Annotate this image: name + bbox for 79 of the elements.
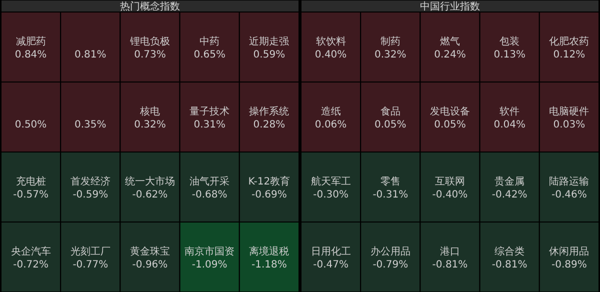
data-label: -0.68% [192,190,228,200]
category-label: 光刻工厂 [70,246,110,258]
data-label: -0.59% [72,190,108,200]
category-label: 近期走强 [249,36,290,48]
category-label: 核电 [139,106,160,118]
data-label: 0.05% [434,120,466,130]
category-label: 统一大市场 [125,176,175,188]
data-label: -0.72% [13,260,48,270]
category-label: 航天军工 [310,176,351,188]
category-label: 零售 [380,176,400,188]
data-label: 0.65% [194,50,226,60]
category-label: 包装 [500,36,520,48]
data-label: -0.31% [372,190,408,200]
data-label: 0.32% [134,120,166,130]
data-label: -0.81% [492,260,528,270]
data-label: 0.06% [314,120,347,130]
category-label: 食品 [380,106,400,118]
category-label: 互联网 [435,176,465,188]
data-label: 0.84% [14,50,47,60]
data-label: 0.81% [74,50,106,60]
data-label: -0.69% [252,190,287,200]
data-label: -0.42% [492,190,528,200]
data-label: 0.04% [494,120,526,130]
category-label: K-12教育 [248,176,290,188]
category-label: 油气开采 [190,176,230,188]
category-label: 陆路运输 [549,176,590,188]
category-label: 减肥药 [16,36,46,48]
data-label: -0.40% [432,190,468,200]
category-label: 办公用品 [370,246,410,258]
data-label: -0.46% [552,190,587,200]
data-label: -0.47% [313,260,348,270]
data-label: -1.18% [252,260,287,270]
category-label: 燃气 [440,36,460,48]
category-label: 央企汽车 [10,246,51,258]
data-label: -0.96% [132,260,168,270]
data-label: 0.03% [553,120,586,130]
category-label: 软饮料 [316,36,346,48]
category-label: 日用化工 [310,246,351,258]
data-label: 0.28% [253,120,286,130]
data-label: 0.50% [14,120,47,130]
text: 热门概念指数 [120,0,180,12]
text: 中国行业指数 [420,0,480,12]
category-label: 休闲用品 [549,246,590,258]
category-label: 贵金属 [494,176,525,188]
category-label: 化肥农药 [549,36,590,48]
category-label: 港口 [440,246,460,258]
category-label: 离境退税 [249,246,290,258]
data-label: 0.12% [553,50,586,60]
category-label: 首发经济 [70,176,110,188]
data-label: 0.24% [434,50,466,60]
category-label: 综合类 [494,246,525,258]
data-label: -0.77% [72,260,108,270]
category-label: 操作系统 [249,106,290,118]
category-label: 黄金珠宝 [130,246,170,258]
data-label: 0.35% [74,120,106,130]
data-label: -1.09% [192,260,228,270]
data-label: 0.31% [194,120,226,130]
category-label: 发电设备 [430,106,470,118]
data-label: -0.89% [552,260,587,270]
data-label: 0.32% [374,50,406,60]
data-label: -0.79% [372,260,408,270]
category-label: 南京市国资 [184,246,235,258]
data-label: -0.62% [132,190,168,200]
category-label: 量子技术 [190,106,230,118]
category-label: 充电桩 [16,176,46,188]
data-label: 0.13% [494,50,526,60]
category-label: 锂电负极 [129,36,170,48]
data-label: -0.30% [313,190,348,200]
data-label: -0.81% [432,260,468,270]
data-label: 0.73% [134,50,166,60]
category-label: 中药 [200,36,220,48]
category-label: 制药 [380,36,400,48]
data-label: -0.57% [13,190,48,200]
data-label: 0.59% [253,50,286,60]
category-label: 电脑硬件 [549,106,590,118]
data-label: 0.40% [314,50,347,60]
data-label: 0.05% [374,120,406,130]
category-label: 造纸 [320,106,341,118]
category-label: 软件 [500,106,520,118]
